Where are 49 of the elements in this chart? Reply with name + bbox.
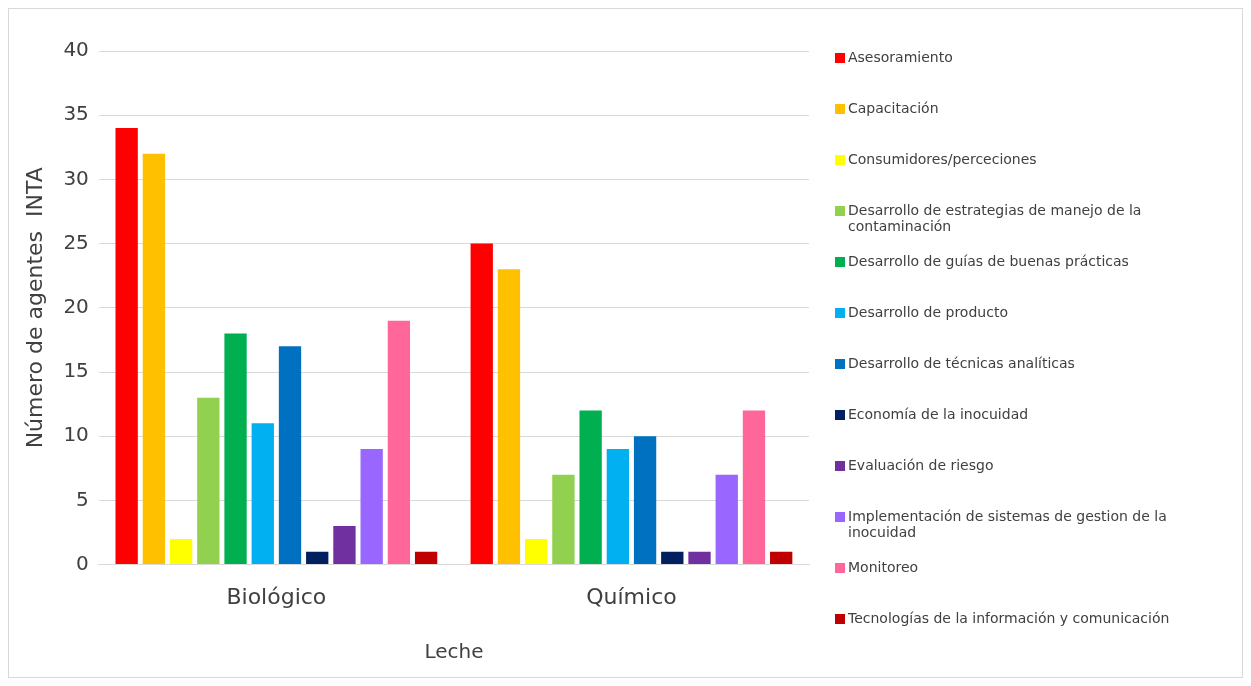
y-tick-label: 5 — [76, 486, 89, 511]
legend-label: Economía de la inocuidad — [848, 406, 1029, 422]
bar — [715, 474, 738, 565]
legend-label: Desarrollo de técnicas analíticas — [848, 355, 1075, 371]
legend-label: Tecnologías de la información y comunicación — [848, 610, 1170, 626]
bar — [115, 128, 138, 565]
y-tick-label: 30 — [63, 165, 89, 190]
bar — [333, 526, 356, 565]
y-tick-label: 20 — [63, 294, 89, 318]
legend-label: Monitoreo — [848, 559, 919, 575]
bar — [525, 538, 548, 565]
y-tick-label: 25 — [63, 229, 89, 254]
bar — [688, 551, 711, 565]
bar — [661, 551, 684, 565]
y-tick-label: 15 — [63, 358, 89, 383]
bar — [142, 153, 166, 565]
bar — [278, 346, 302, 565]
legend-label: Evaluación de riesgo — [848, 457, 994, 473]
bar — [497, 269, 521, 565]
x-tick-label: Químico — [586, 583, 677, 609]
bar — [742, 410, 766, 565]
y-tick-label: 10 — [63, 422, 89, 447]
y-tick-label: 40 — [63, 37, 89, 62]
bar — [770, 551, 793, 565]
y-tick-label: 35 — [63, 101, 89, 126]
bar — [197, 397, 220, 565]
bar — [633, 436, 657, 565]
y-axis-title: Número de agentes INTA — [21, 167, 47, 449]
legend-label: Implementación de sistemas de gestion de la inocuidad — [848, 508, 1168, 540]
bar — [414, 551, 438, 565]
bar — [224, 333, 247, 565]
bar — [251, 423, 274, 565]
bar — [470, 243, 493, 565]
bar — [552, 474, 575, 565]
legend-label: Desarrollo de guías de buenas prácticas — [848, 253, 1129, 269]
legend-label: Asesoramiento — [848, 49, 953, 65]
bar — [169, 538, 193, 565]
bar — [606, 449, 630, 565]
bar — [579, 410, 602, 565]
legend-label: Desarrollo de producto — [848, 304, 1008, 320]
bar — [360, 449, 383, 565]
legend-label: Consumidores/perceciones — [848, 151, 1037, 167]
x-tick-label: Biológico — [226, 583, 327, 609]
bar — [387, 320, 411, 565]
legend-label: Desarrollo de estrategias de manejo de la contaminación — [848, 202, 1143, 234]
bar — [306, 551, 329, 565]
x-axis-title: Leche — [424, 639, 484, 664]
y-tick-label: 0 — [76, 550, 89, 575]
legend-label: Capacitación — [848, 100, 939, 116]
